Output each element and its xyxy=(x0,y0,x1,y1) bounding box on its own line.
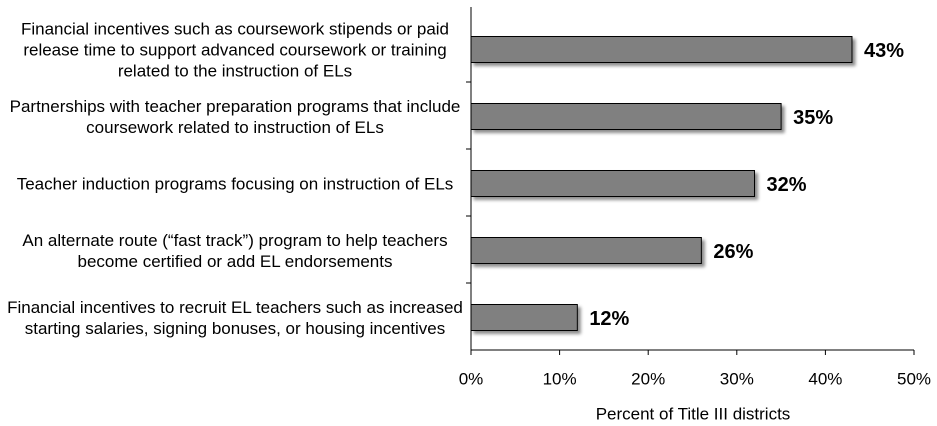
x-tick-label: 10% xyxy=(543,369,577,388)
bar xyxy=(470,103,782,130)
bar xyxy=(470,36,853,63)
category-label: Financial incentives such as coursework … xyxy=(20,19,450,80)
x-tick-label: 0% xyxy=(459,369,484,388)
value-label: 12% xyxy=(589,308,629,330)
value-label: 26% xyxy=(713,241,753,263)
x-axis-title: Percent of Title III districts xyxy=(596,404,791,423)
category-label: Partnerships with teacher preparation pr… xyxy=(9,96,461,137)
bar xyxy=(470,304,578,331)
x-tick-label: 50% xyxy=(897,369,931,388)
bar xyxy=(470,237,702,264)
x-tick-label: 20% xyxy=(631,369,665,388)
category-label: An alternate route (“fast track”) progra… xyxy=(22,230,448,271)
x-tick-label: 40% xyxy=(808,369,842,388)
value-label: 35% xyxy=(793,107,833,129)
value-label: 32% xyxy=(767,174,807,196)
x-tick-label: 30% xyxy=(720,369,754,388)
category-label: Teacher induction programs focusing on i… xyxy=(16,174,454,193)
bar xyxy=(470,170,756,197)
category-label: Financial incentives to recruit EL teach… xyxy=(7,297,463,338)
value-label: 43% xyxy=(864,40,904,62)
